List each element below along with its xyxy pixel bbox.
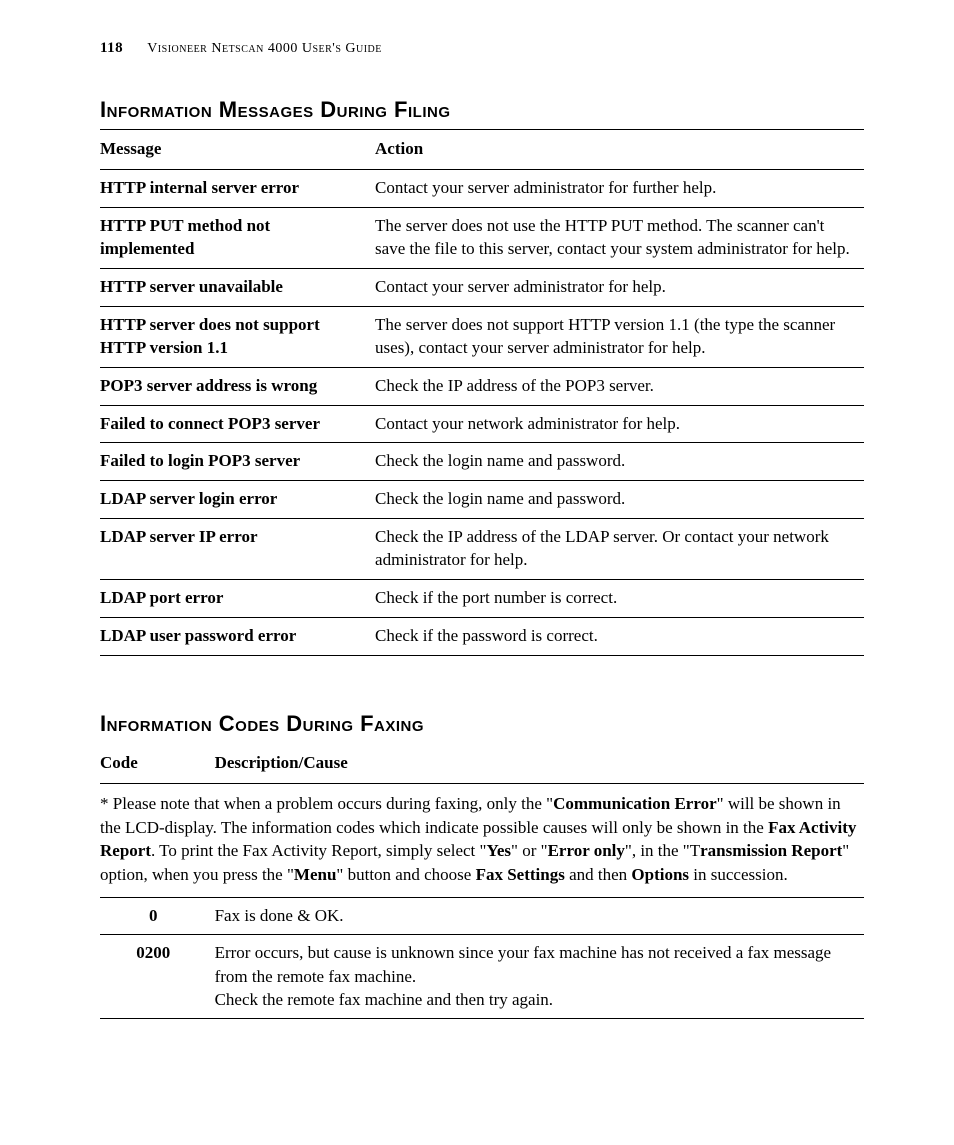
- filing-messages-table: Message Action HTTP internal server erro…: [100, 129, 864, 656]
- action-cell: Check the login name and password.: [375, 481, 864, 519]
- description-cell: Error occurs, but cause is unknown since…: [215, 934, 864, 1018]
- message-cell: LDAP port error: [100, 580, 375, 618]
- note-text: . To print the Fax Activity Report, simp…: [151, 841, 486, 860]
- table-row: HTTP server unavailableContact your serv…: [100, 268, 864, 306]
- table-header-row: Code Description/Cause: [100, 743, 864, 783]
- table-row: LDAP port errorCheck if the port number …: [100, 580, 864, 618]
- message-cell: HTTP server unavailable: [100, 268, 375, 306]
- message-cell: LDAP server login error: [100, 481, 375, 519]
- running-header: 118 Visioneer Netscan 4000 User's Guide: [100, 40, 864, 57]
- table-row: POP3 server address is wrongCheck the IP…: [100, 367, 864, 405]
- col-code: Code: [100, 743, 215, 783]
- table-row: HTTP internal server errorContact your s…: [100, 169, 864, 207]
- section-title-faxing: Information Codes During Faxing: [100, 711, 864, 737]
- section-spacer: [100, 656, 864, 711]
- message-cell: Failed to login POP3 server: [100, 443, 375, 481]
- note-bold: ransmission Report: [700, 841, 842, 860]
- action-cell: Check the IP address of the LDAP server.…: [375, 519, 864, 580]
- note-text: " button and choose: [336, 865, 475, 884]
- action-cell: Check the IP address of the POP3 server.: [375, 367, 864, 405]
- note-text: " or ": [511, 841, 548, 860]
- note-text: ", in the "T: [625, 841, 700, 860]
- message-cell: LDAP server IP error: [100, 519, 375, 580]
- note-bold: Fax Settings: [476, 865, 565, 884]
- action-cell: Contact your server administrator for fu…: [375, 169, 864, 207]
- action-cell: The server does not support HTTP version…: [375, 306, 864, 367]
- table-row: LDAP server login errorCheck the login n…: [100, 481, 864, 519]
- table-row: LDAP user password errorCheck if the pas…: [100, 618, 864, 656]
- message-cell: HTTP PUT method not implemented: [100, 207, 375, 268]
- code-cell: 0: [100, 898, 215, 935]
- note-text: and then: [565, 865, 632, 884]
- message-cell: Failed to connect POP3 server: [100, 405, 375, 443]
- note-bold: Error only: [548, 841, 625, 860]
- note-bold: Options: [631, 865, 689, 884]
- note-text: * Please note that when a problem occurs…: [100, 794, 553, 813]
- col-description: Description/Cause: [215, 743, 864, 783]
- table-row: LDAP server IP errorCheck the IP address…: [100, 519, 864, 580]
- action-cell: Contact your network administrator for h…: [375, 405, 864, 443]
- table-note-row: * Please note that when a problem occurs…: [100, 783, 864, 897]
- action-cell: Check the login name and password.: [375, 443, 864, 481]
- note-bold: Communication Error: [553, 794, 717, 813]
- action-cell: Check if the port number is correct.: [375, 580, 864, 618]
- page-number: 118: [100, 40, 123, 56]
- table-row: HTTP server does not support HTTP versio…: [100, 306, 864, 367]
- action-cell: The server does not use the HTTP PUT met…: [375, 207, 864, 268]
- running-title: Visioneer Netscan 4000 User's Guide: [147, 41, 382, 56]
- table-row: HTTP PUT method not implementedThe serve…: [100, 207, 864, 268]
- table-row: 0200 Error occurs, but cause is unknown …: [100, 934, 864, 1018]
- section-title-filing: Information Messages During Filing: [100, 97, 864, 123]
- message-cell: HTTP server does not support HTTP versio…: [100, 306, 375, 367]
- message-cell: HTTP internal server error: [100, 169, 375, 207]
- message-cell: LDAP user password error: [100, 618, 375, 656]
- note-bold: Menu: [294, 865, 337, 884]
- fax-codes-table: Code Description/Cause * Please note tha…: [100, 743, 864, 1019]
- description-cell: Fax is done & OK.: [215, 898, 864, 935]
- col-message: Message: [100, 130, 375, 170]
- fax-note-cell: * Please note that when a problem occurs…: [100, 783, 864, 897]
- document-page: 118 Visioneer Netscan 4000 User's Guide …: [0, 0, 954, 1069]
- action-cell: Contact your server administrator for he…: [375, 268, 864, 306]
- col-action: Action: [375, 130, 864, 170]
- action-cell: Check if the password is correct.: [375, 618, 864, 656]
- note-text: in succession.: [689, 865, 788, 884]
- table-row: 0 Fax is done & OK.: [100, 898, 864, 935]
- message-cell: POP3 server address is wrong: [100, 367, 375, 405]
- note-bold: Yes: [486, 841, 511, 860]
- table-row: Failed to connect POP3 serverContact you…: [100, 405, 864, 443]
- code-cell: 0200: [100, 934, 215, 1018]
- table-header-row: Message Action: [100, 130, 864, 170]
- table-row: Failed to login POP3 serverCheck the log…: [100, 443, 864, 481]
